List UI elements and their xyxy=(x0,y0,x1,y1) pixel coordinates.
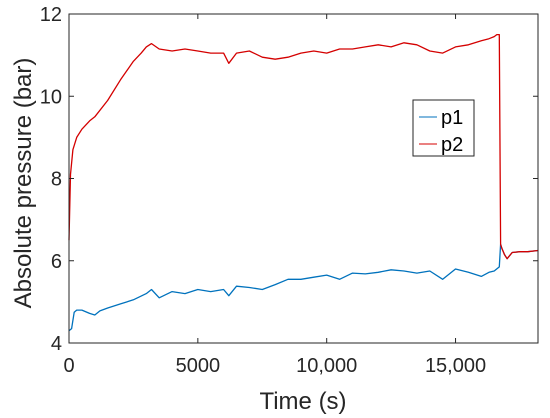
x-axis-title: Time (s) xyxy=(259,388,346,415)
series-line-p1 xyxy=(68,243,539,332)
y-tick-label: 12 xyxy=(40,4,62,26)
x-tick-label: 15,000 xyxy=(425,355,486,377)
axis-ticks: 0 5000 10,000 15,000 4 6 8 10 12 xyxy=(40,4,538,377)
y-axis-title: Absolute pressure (bar) xyxy=(10,58,37,309)
y-tick-label: 8 xyxy=(51,169,62,191)
legend: p1 p2 xyxy=(412,99,475,157)
legend-label-p1: p1 xyxy=(441,107,463,129)
x-tick-label: 0 xyxy=(63,355,74,377)
x-tick-label: 5000 xyxy=(176,355,221,377)
legend-box xyxy=(412,99,475,157)
legend-label-p2: p2 xyxy=(441,134,463,156)
plot-lines xyxy=(68,33,539,332)
plot-frame xyxy=(68,13,539,344)
y-tick-label: 4 xyxy=(51,333,62,355)
x-tick-label: 10,000 xyxy=(296,355,357,377)
y-tick-label: 6 xyxy=(51,251,62,273)
y-tick-label: 10 xyxy=(40,86,62,108)
series-line-p2 xyxy=(68,33,539,260)
